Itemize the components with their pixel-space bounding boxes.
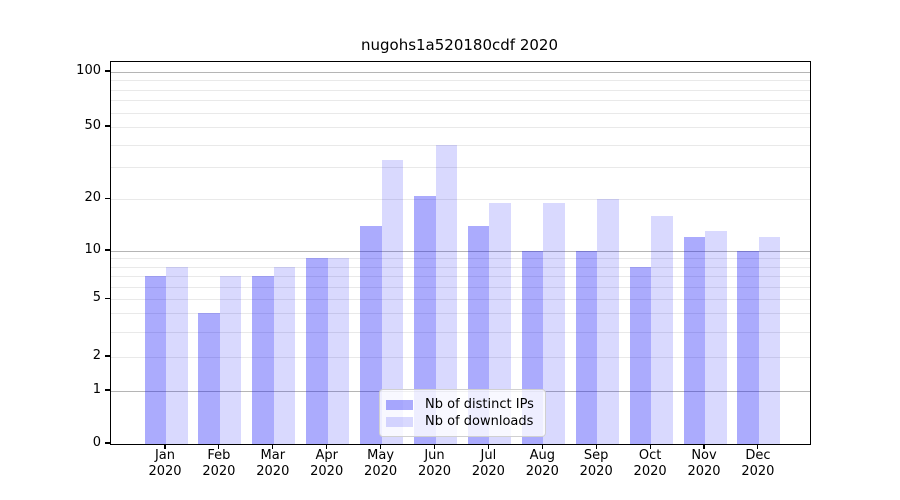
x-tick-label-sep: Sep 2020 — [579, 448, 613, 479]
y-tick-mark — [105, 389, 110, 391]
gridline-minor — [111, 258, 810, 260]
gridline-minor — [111, 199, 810, 201]
x-tick-mark — [595, 444, 597, 449]
x-tick-label-oct: Oct 2020 — [633, 448, 667, 479]
legend-label-downloads: Nb of downloads — [425, 414, 534, 429]
legend-swatch-downloads — [386, 416, 413, 427]
bar-distinct-ips-apr — [306, 258, 328, 444]
gridline-minor — [111, 313, 810, 315]
x-tick-label-apr: Apr 2020 — [310, 448, 344, 479]
gridline-minor — [111, 89, 810, 91]
bar-distinct-ips-mar — [252, 275, 274, 444]
y-tick-label: 0 — [92, 435, 101, 450]
plot-area — [110, 61, 811, 445]
y-tick-label: 20 — [84, 190, 101, 206]
bar-downloads-jun — [435, 144, 457, 444]
y-tick-label: 5 — [92, 290, 101, 306]
y-tick-mark — [105, 249, 110, 251]
x-tick-label-mar: Mar 2020 — [256, 448, 290, 479]
bar-downloads-apr — [327, 258, 350, 444]
x-tick-mark — [380, 444, 382, 449]
gridline-minor — [111, 144, 810, 146]
x-tick-label-feb: Feb 2020 — [202, 448, 236, 479]
legend-label-distinct-ips: Nb of distinct IPs — [425, 397, 534, 412]
y-tick-label: 1 — [92, 382, 101, 397]
y-tick-label: 100 — [76, 63, 101, 78]
bar-distinct-ips-jan — [144, 275, 166, 444]
bar-downloads-jan — [166, 266, 188, 444]
bar-distinct-ips-oct — [629, 266, 652, 444]
gridline-minor — [111, 299, 810, 301]
bar-downloads-dec — [758, 237, 781, 444]
y-tick-mark — [105, 125, 110, 127]
y-tick-mark — [105, 70, 110, 72]
bar-distinct-ips-sep — [575, 251, 598, 444]
bar-distinct-ips-may — [360, 225, 382, 444]
bar-distinct-ips-jun — [414, 195, 436, 444]
gridline-minor — [111, 275, 810, 277]
x-tick-mark — [703, 444, 705, 449]
x-tick-label-nov: Nov 2020 — [687, 448, 721, 479]
chart-title: nugohs1a520180cdf 2020 — [360, 36, 559, 54]
gridline-minor — [111, 127, 810, 128]
bar-downloads-feb — [219, 275, 242, 444]
gridline-minor — [111, 357, 810, 358]
x-tick-mark — [541, 444, 543, 449]
x-tick-label-aug: Aug 2020 — [525, 448, 559, 479]
x-tick-label-dec: Dec 2020 — [741, 448, 775, 479]
bar-downloads-nov — [705, 231, 727, 444]
gridline-minor — [111, 80, 810, 82]
legend-item-distinct-ips: Nb of distinct IPs — [386, 397, 537, 412]
legend-item-downloads: Nb of downloads — [386, 414, 537, 429]
bar-distinct-ips-feb — [198, 313, 220, 444]
legend: Nb of distinct IPs Nb of downloads — [379, 389, 546, 437]
y-tick-mark — [105, 197, 110, 199]
gridline-minor — [111, 100, 810, 102]
gridline-major — [111, 251, 810, 252]
x-tick-mark — [218, 444, 220, 449]
bar-distinct-ips-dec — [737, 251, 759, 444]
x-tick-label-jul: Jul 2020 — [471, 448, 505, 479]
x-tick-mark — [757, 444, 759, 449]
bar-downloads-mar — [273, 266, 296, 444]
x-tick-mark — [326, 444, 328, 449]
gridline-minor — [111, 167, 810, 169]
x-tick-label-jun: Jun 2020 — [417, 448, 452, 479]
gridline-minor — [111, 112, 810, 114]
bar-downloads-sep — [597, 199, 619, 444]
bar-downloads-may — [381, 159, 404, 444]
y-tick-label: 10 — [84, 242, 101, 257]
bar-downloads-oct — [651, 215, 673, 444]
bar-distinct-ips-nov — [683, 237, 705, 444]
y-tick-mark — [105, 355, 110, 357]
gridline-minor — [111, 286, 810, 288]
bar-downloads-jul — [489, 203, 511, 444]
gridline-minor — [111, 331, 810, 333]
x-tick-mark — [487, 444, 489, 449]
gridline-minor — [111, 266, 810, 268]
x-tick-label-may: May 2020 — [364, 448, 398, 479]
x-tick-mark — [164, 444, 166, 449]
x-tick-label-jan: Jan 2020 — [148, 448, 182, 479]
bar-downloads-aug — [543, 203, 565, 444]
x-tick-mark — [272, 444, 274, 449]
y-tick-mark — [105, 442, 110, 444]
x-tick-mark — [649, 444, 651, 449]
x-tick-mark — [433, 444, 436, 449]
y-tick-label: 50 — [84, 118, 101, 133]
y-tick-mark — [105, 297, 110, 299]
legend-swatch-distinct-ips — [386, 399, 413, 410]
gridline-major — [111, 72, 810, 73]
y-tick-label: 2 — [92, 348, 101, 363]
